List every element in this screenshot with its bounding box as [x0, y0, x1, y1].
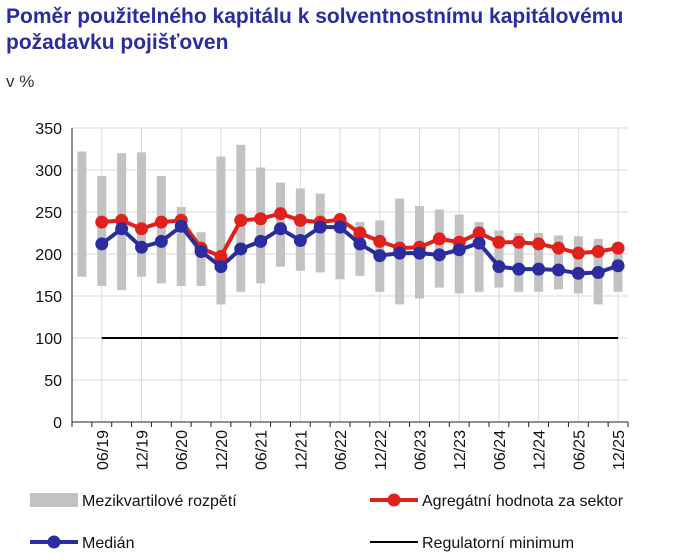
range-bar	[196, 232, 206, 286]
median-point	[552, 263, 565, 277]
median-point	[135, 240, 148, 254]
legend: Mezikvartilové rozpětí Agregátní hodnota …	[30, 493, 624, 552]
y-tick-label: 150	[35, 289, 62, 306]
aggregate-point	[552, 241, 565, 255]
x-tick-label: 12/23	[452, 430, 469, 470]
aggregate-point	[95, 215, 109, 229]
x-tick-label: 06/24	[492, 430, 509, 470]
aggregate-point	[353, 226, 367, 240]
median-point	[313, 220, 327, 234]
median-point	[413, 246, 426, 260]
aggregate-point	[154, 215, 168, 229]
median-point	[353, 237, 367, 251]
median-point	[115, 222, 129, 236]
y-tick-label: 0	[53, 415, 62, 432]
median-point	[214, 260, 228, 274]
median-point	[452, 243, 466, 257]
range-bar	[137, 152, 146, 277]
x-tick-label: 12/22	[373, 430, 390, 470]
range-bar	[295, 188, 305, 271]
y-tick-label: 50	[44, 373, 62, 390]
median-point	[571, 266, 585, 280]
range-bar	[335, 222, 345, 280]
median-point	[174, 219, 188, 233]
range-bar	[474, 222, 484, 292]
series-lines	[95, 207, 625, 280]
median-point	[194, 244, 208, 258]
legend-label: Regulatorní minimum	[422, 535, 574, 552]
range-bar	[77, 151, 87, 277]
range-bar	[156, 175, 166, 284]
range-bar	[514, 233, 524, 292]
aggregate-point	[472, 226, 486, 240]
aggregate-point	[274, 207, 287, 221]
median-point	[492, 260, 506, 274]
range-bar	[176, 206, 186, 286]
y-tick-label: 250	[35, 205, 62, 222]
range-bar	[216, 156, 226, 305]
aggregate-point	[611, 241, 625, 255]
aggregate-point	[254, 212, 268, 226]
aggregate-point	[571, 246, 585, 260]
range-bar	[554, 235, 563, 290]
aggregate-point	[532, 237, 546, 251]
median-point	[432, 248, 446, 262]
legend-marker-aggregate	[387, 493, 401, 507]
median-point	[373, 249, 387, 263]
median-point	[154, 234, 168, 248]
x-tick-label: 06/23	[413, 430, 430, 470]
chart-title: Poměr použitelného kapitálu k solventnos…	[6, 5, 624, 54]
legend-label: Mezikvartilové rozpětí	[82, 493, 237, 510]
range-bar	[573, 236, 583, 294]
median-point	[333, 220, 347, 234]
legend-label: Agregátní hodnota za sektor	[422, 493, 624, 510]
aggregate-point	[135, 222, 148, 236]
aggregate-point	[293, 213, 307, 227]
median-point	[234, 242, 248, 256]
x-tick-label: 06/25	[571, 430, 588, 470]
median-point	[611, 259, 625, 273]
legend-marker-median	[47, 535, 61, 549]
gridlines	[72, 127, 628, 422]
legend-swatch-range	[30, 493, 78, 507]
x-tick-label: 06/19	[95, 430, 112, 470]
x-tick-label: 06/21	[254, 430, 271, 470]
y-tick-label: 300	[35, 163, 62, 180]
x-tick-label: 12/20	[214, 430, 231, 470]
median-point	[591, 265, 605, 279]
median-point	[393, 246, 407, 260]
x-tick-label: 12/21	[293, 430, 310, 470]
median-point	[512, 262, 526, 276]
y-tick-label: 200	[35, 247, 62, 264]
legend-label: Medián	[82, 535, 134, 552]
y-tick-label: 100	[35, 331, 62, 348]
range-bar	[256, 167, 266, 284]
aggregate-point	[214, 250, 228, 264]
axes: 0 50 100 150 200 250 300 350 06/19 12/19 06/20 12/2…	[35, 121, 629, 470]
x-tick-label: 06/20	[174, 430, 191, 470]
median-point	[472, 236, 486, 250]
x-tick-label: 06/22	[333, 430, 350, 470]
aggregate-point	[432, 232, 446, 246]
range-bar	[494, 230, 504, 288]
median-point	[254, 234, 268, 248]
median-point	[532, 262, 546, 276]
range-bar	[534, 233, 544, 292]
x-tick-label: 12/19	[135, 430, 152, 470]
median-point	[293, 234, 307, 248]
aggregate-point	[492, 235, 506, 249]
aggregate-point	[591, 244, 605, 258]
x-tick-label: 12/24	[532, 430, 549, 470]
range-bar	[97, 175, 107, 286]
y-axis-unit: v %	[6, 72, 35, 91]
median-point	[95, 237, 109, 251]
y-tick-label: 350	[35, 121, 62, 138]
x-tick-label: 12/25	[611, 430, 628, 470]
median-point	[274, 222, 287, 236]
aggregate-point	[373, 234, 387, 248]
aggregate-point	[512, 235, 526, 249]
aggregate-point	[234, 213, 248, 227]
